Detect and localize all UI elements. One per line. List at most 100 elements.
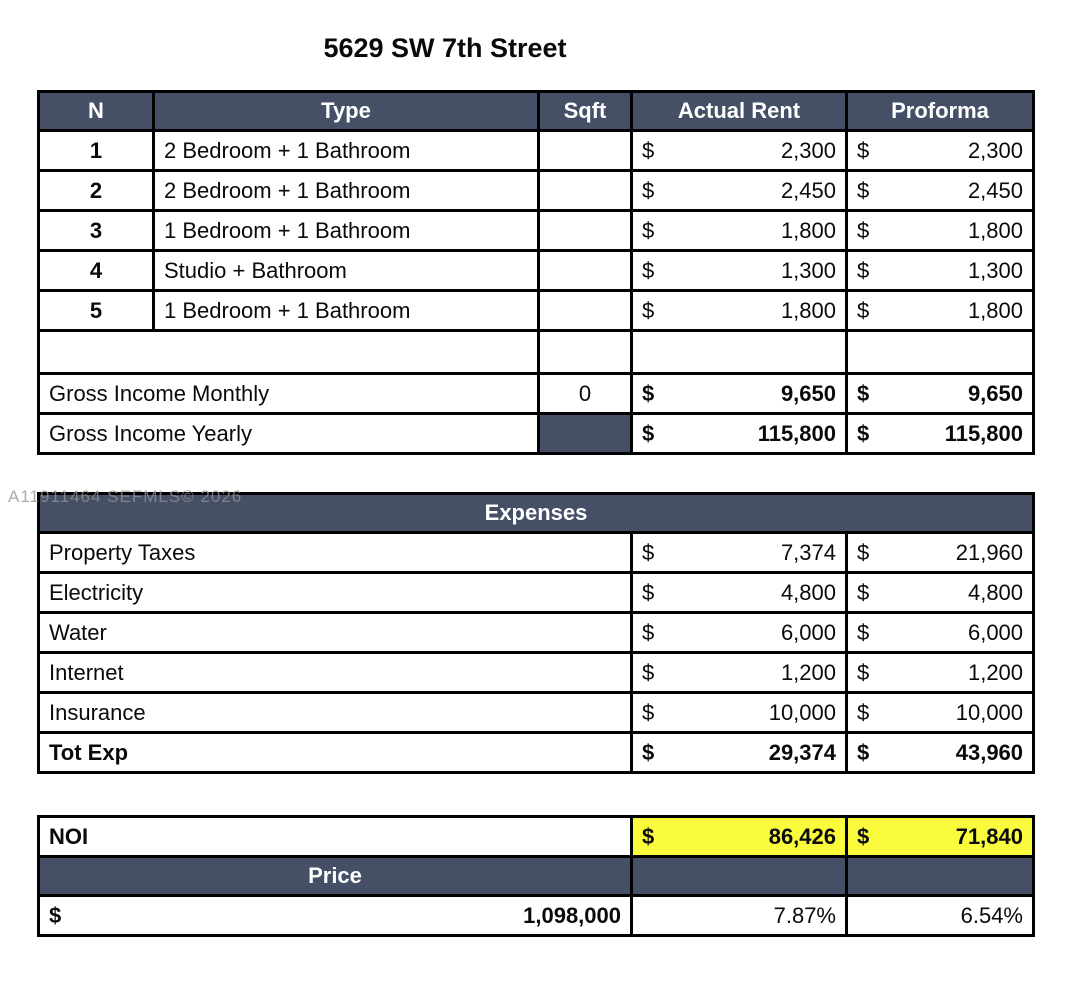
total-expenses-proforma: $43,960 <box>844 731 1036 774</box>
expense-label: Property Taxes <box>37 531 633 574</box>
dollar-sign: $ <box>642 297 655 323</box>
empty-cell <box>537 329 633 375</box>
unit-actual-rent: $1,300 <box>630 249 848 292</box>
amount: 9,650 <box>780 380 836 406</box>
unit-number: 4 <box>37 249 155 292</box>
unit-sqft <box>537 169 633 212</box>
amount: 6,000 <box>780 619 836 645</box>
expense-row-water: Water $6,000 $6,000 <box>37 611 1036 654</box>
noi-price-table: NOI $86,426 $71,840 Price $1,098,000 7.8… <box>37 815 1035 937</box>
col-header-actual-rent: Actual Rent <box>630 90 848 132</box>
amount: 71,840 <box>955 823 1023 849</box>
unit-type: 2 Bedroom + 1 Bathroom <box>152 129 540 172</box>
gross-income-yearly-row: Gross Income Yearly $115,800 $115,800 <box>37 412 1035 455</box>
amount: 115,800 <box>757 420 836 446</box>
gross-monthly-label: Gross Income Monthly <box>37 372 540 415</box>
unit-actual-rent: $1,800 <box>630 289 848 332</box>
col-header-sqft: Sqft <box>537 90 633 132</box>
unit-proforma-rent: $1,800 <box>845 289 1035 332</box>
dollar-sign: $ <box>642 659 655 685</box>
expenses-table: Expenses Property Taxes $7,374 $21,960 E… <box>36 492 1036 774</box>
empty-cell <box>630 329 848 375</box>
expense-label: Insurance <box>37 691 633 734</box>
empty-cell <box>845 329 1035 375</box>
amount: 10,000 <box>955 699 1024 725</box>
expense-proforma: $10,000 <box>844 691 1036 734</box>
unit-proforma-rent: $1,300 <box>845 249 1035 292</box>
amount: 1,098,000 <box>523 902 621 928</box>
unit-actual-rent: $1,800 <box>630 209 848 252</box>
unit-number: 3 <box>37 209 155 252</box>
dollar-sign: $ <box>642 699 655 725</box>
gross-monthly-proforma: $9,650 <box>845 372 1035 415</box>
expense-proforma: $6,000 <box>844 611 1036 654</box>
amount: 10,000 <box>768 699 836 725</box>
dollar-sign: $ <box>642 257 655 283</box>
amount: 2,300 <box>967 137 1023 163</box>
unit-actual-rent: $2,300 <box>630 129 848 172</box>
price-header-filled-cell <box>845 855 1035 897</box>
expense-row-electricity: Electricity $4,800 $4,800 <box>37 571 1036 614</box>
total-expenses-row: Tot Exp $29,374 $43,960 <box>37 731 1036 774</box>
expenses-header: Expenses <box>36 492 1036 534</box>
unit-sqft <box>537 209 633 252</box>
dollar-sign: $ <box>642 739 655 765</box>
expense-actual: $1,200 <box>630 651 848 694</box>
amount: 1,200 <box>967 659 1024 685</box>
expense-proforma: $1,200 <box>844 651 1036 694</box>
col-header-n: N <box>37 90 155 132</box>
dollar-sign: $ <box>642 380 655 406</box>
price-header: Price <box>37 855 633 897</box>
dollar-sign: $ <box>857 699 870 725</box>
amount: 115,800 <box>944 420 1023 446</box>
dollar-sign: $ <box>857 659 870 685</box>
unit-proforma-rent: $2,300 <box>845 129 1035 172</box>
rent-roll-table: N Type Sqft Actual Rent Proforma 1 2 Bed… <box>37 90 1035 455</box>
dollar-sign: $ <box>857 257 870 283</box>
price-value: $1,098,000 <box>37 894 633 937</box>
amount: 2,300 <box>780 137 836 163</box>
amount: 9,650 <box>967 380 1023 406</box>
unit-type: 1 Bedroom + 1 Bathroom <box>152 209 540 252</box>
col-header-proforma: Proforma <box>845 90 1035 132</box>
unit-row-2: 2 2 Bedroom + 1 Bathroom $2,450 $2,450 <box>37 169 1035 212</box>
amount: 21,960 <box>955 539 1024 565</box>
rent-table-header-row: N Type Sqft Actual Rent Proforma <box>37 90 1035 132</box>
amount: 29,374 <box>768 739 836 765</box>
amount: 4,800 <box>780 579 836 605</box>
unit-type: 2 Bedroom + 1 Bathroom <box>152 169 540 212</box>
price-row: $1,098,000 7.87% 6.54% <box>37 894 1035 937</box>
dollar-sign: $ <box>642 619 655 645</box>
gross-monthly-sqft: 0 <box>537 372 633 415</box>
expense-actual: $4,800 <box>630 571 848 614</box>
expense-actual: $7,374 <box>630 531 848 574</box>
dollar-sign: $ <box>857 739 870 765</box>
gross-yearly-sqft-filled-cell <box>537 412 633 455</box>
amount: 6,000 <box>967 619 1024 645</box>
dollar-sign: $ <box>857 177 870 203</box>
gross-monthly-actual: $9,650 <box>630 372 848 415</box>
expense-label: Electricity <box>37 571 633 614</box>
gross-yearly-actual: $115,800 <box>630 412 848 455</box>
expenses-header-row: Expenses <box>36 492 1036 534</box>
unit-row-3: 3 1 Bedroom + 1 Bathroom $1,800 $1,800 <box>37 209 1035 252</box>
dollar-sign: $ <box>857 297 870 323</box>
dollar-sign: $ <box>857 217 870 243</box>
amount: 1,800 <box>780 217 836 243</box>
amount: 1,300 <box>780 257 836 283</box>
price-header-row: Price <box>37 855 1035 897</box>
amount: 1,300 <box>967 257 1023 283</box>
dollar-sign: $ <box>642 539 655 565</box>
unit-type: 1 Bedroom + 1 Bathroom <box>152 289 540 332</box>
amount: 4,800 <box>967 579 1024 605</box>
amount: 1,800 <box>780 297 836 323</box>
dollar-sign: $ <box>642 137 655 163</box>
dollar-sign: $ <box>857 619 870 645</box>
dollar-sign: $ <box>857 539 870 565</box>
expense-actual: $10,000 <box>630 691 848 734</box>
dollar-sign: $ <box>642 217 655 243</box>
expense-proforma: $4,800 <box>844 571 1036 614</box>
empty-cell <box>37 329 540 375</box>
expense-row-property-taxes: Property Taxes $7,374 $21,960 <box>37 531 1036 574</box>
